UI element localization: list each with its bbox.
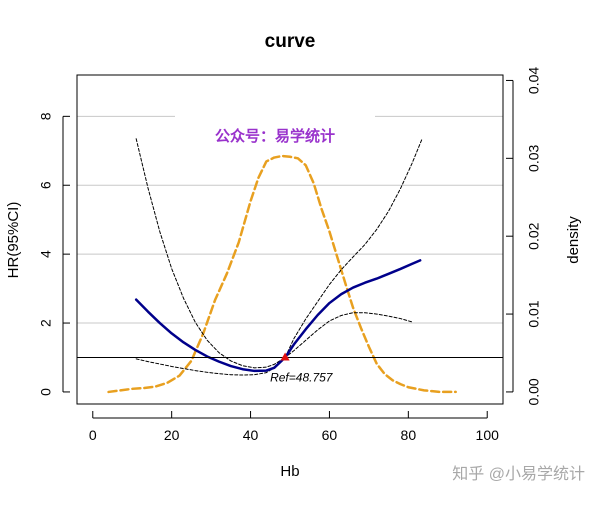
chart-title: curve	[265, 31, 316, 52]
y-tick-label: 8	[38, 112, 54, 120]
corner-watermark: 知乎 @小易学统计	[452, 465, 585, 483]
reference-label: Ref=48.757	[270, 370, 334, 384]
y2-tick-label: 0.02	[526, 222, 542, 249]
axis-layer: 0 20 40 60 80 100 0 2 4 6 8 0.00 0.01 0.02 0.03 0.04	[38, 67, 542, 443]
watermark-layer: 公众号：易学统计	[175, 112, 375, 145]
y-tick-label: 2	[38, 319, 54, 327]
y2-tick-label: 0.04	[526, 67, 542, 94]
reference-point	[280, 352, 290, 361]
y-tick-label: 0	[38, 388, 54, 396]
y2-tick-label: 0.03	[526, 144, 542, 171]
y2-tick-label: 0.01	[526, 300, 542, 327]
y-axis-label: HR(95%CI)	[5, 202, 22, 279]
series-layer	[107, 138, 457, 394]
reference-layer: Ref=48.757	[77, 352, 503, 384]
series-line-hr	[134, 259, 422, 373]
x-tick-label: 100	[476, 427, 500, 443]
series-line-density	[107, 154, 457, 394]
plot-frame	[76, 74, 504, 405]
y-tick-label: 6	[38, 181, 54, 189]
series-line-upper-ci	[135, 138, 423, 369]
x-tick-label: 0	[89, 427, 97, 443]
y2-axis-label: density	[565, 216, 582, 264]
plot-watermark-text: 公众号：易学统计	[215, 127, 335, 145]
x-tick-label: 80	[401, 427, 417, 443]
x-tick-label: 20	[164, 427, 180, 443]
plot-watermark-background	[175, 112, 375, 145]
y-tick-label: 4	[38, 250, 54, 258]
x-tick-label: 60	[322, 427, 338, 443]
y2-tick-label: 0.00	[526, 378, 542, 405]
x-tick-label: 40	[243, 427, 259, 443]
x-axis-label: Hb	[280, 463, 299, 480]
